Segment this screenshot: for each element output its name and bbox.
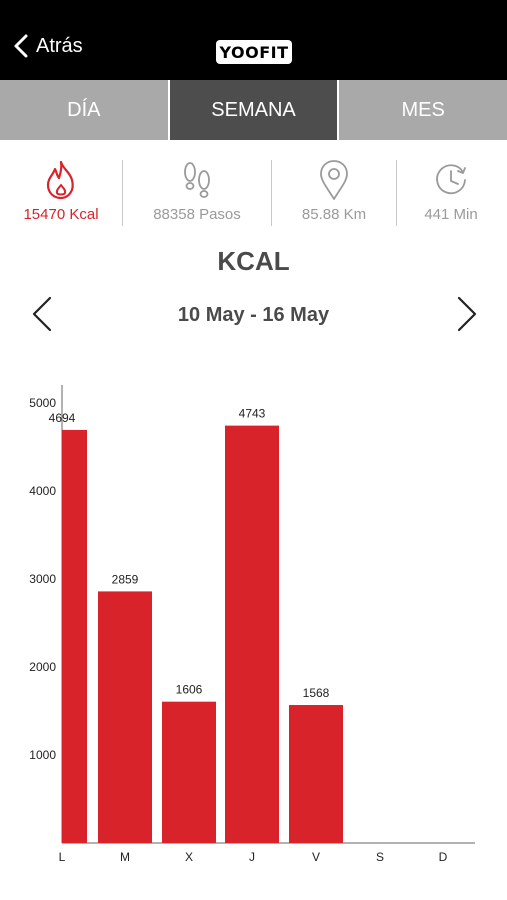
divider bbox=[271, 160, 272, 226]
bar-data-label: 2859 bbox=[112, 572, 139, 586]
stat-time[interactable]: 441 Min bbox=[397, 158, 505, 230]
chevron-left-icon bbox=[32, 296, 52, 332]
x-tick-label: J bbox=[249, 850, 255, 864]
back-label: Atrás bbox=[36, 34, 83, 57]
metric-title: KCAL bbox=[217, 246, 290, 276]
stat-steps-value: 88358 Pasos bbox=[153, 206, 241, 223]
period-tabs: DÍA SEMANA MES bbox=[0, 80, 507, 140]
date-range: 10 May - 16 May bbox=[177, 304, 330, 326]
bar-data-label: 4743 bbox=[239, 407, 266, 421]
flame-icon bbox=[44, 158, 78, 202]
x-tick-label: S bbox=[376, 850, 384, 864]
next-week-button[interactable] bbox=[455, 296, 479, 337]
bar-data-label: 4694 bbox=[49, 411, 76, 425]
bar-j[interactable] bbox=[225, 425, 279, 843]
top-bar: Atrás YOOFIT bbox=[0, 0, 507, 80]
tab-dia[interactable]: DÍA bbox=[0, 80, 168, 140]
y-tick-label: 3000 bbox=[29, 572, 56, 586]
divider bbox=[122, 160, 123, 226]
x-tick-label: X bbox=[185, 850, 193, 864]
clock-icon bbox=[433, 158, 469, 202]
bar-data-label: 1568 bbox=[303, 686, 330, 700]
stats-row: 15470 Kcal 88358 Pasos 85.88 Km bbox=[0, 158, 507, 230]
stat-distance-value: 85.88 Km bbox=[301, 206, 367, 223]
chevron-left-icon bbox=[14, 34, 28, 58]
bar-v[interactable] bbox=[289, 705, 343, 843]
stat-kcal[interactable]: 15470 Kcal bbox=[0, 158, 122, 230]
x-tick-label: M bbox=[120, 850, 130, 864]
bar-m[interactable] bbox=[98, 591, 152, 843]
previous-week-button[interactable] bbox=[30, 296, 54, 337]
x-tick-label: V bbox=[312, 850, 320, 864]
back-button[interactable]: Atrás bbox=[14, 34, 83, 58]
bar-data-label: 1606 bbox=[176, 683, 203, 697]
location-pin-icon bbox=[318, 158, 350, 202]
y-tick-label: 5000 bbox=[29, 396, 56, 410]
x-tick-label: D bbox=[439, 850, 448, 864]
stat-distance[interactable]: 85.88 Km bbox=[272, 158, 396, 230]
tab-semana[interactable]: SEMANA bbox=[167, 80, 338, 140]
footprints-icon bbox=[180, 158, 214, 202]
bar-x[interactable] bbox=[162, 701, 216, 843]
tab-mes[interactable]: MES bbox=[337, 80, 507, 140]
y-tick-label: 4000 bbox=[29, 484, 56, 498]
y-tick-label: 2000 bbox=[29, 660, 56, 674]
stat-kcal-value: 15470 Kcal bbox=[23, 206, 99, 223]
divider bbox=[396, 160, 397, 226]
x-tick-label: L bbox=[59, 850, 66, 864]
y-tick-label: 1000 bbox=[29, 748, 56, 762]
stat-time-value: 441 Min bbox=[424, 206, 478, 223]
stat-steps[interactable]: 88358 Pasos bbox=[123, 158, 271, 230]
chevron-right-icon bbox=[457, 296, 477, 332]
app-logo: YOOFIT bbox=[216, 40, 292, 64]
bar-l[interactable] bbox=[62, 429, 87, 843]
